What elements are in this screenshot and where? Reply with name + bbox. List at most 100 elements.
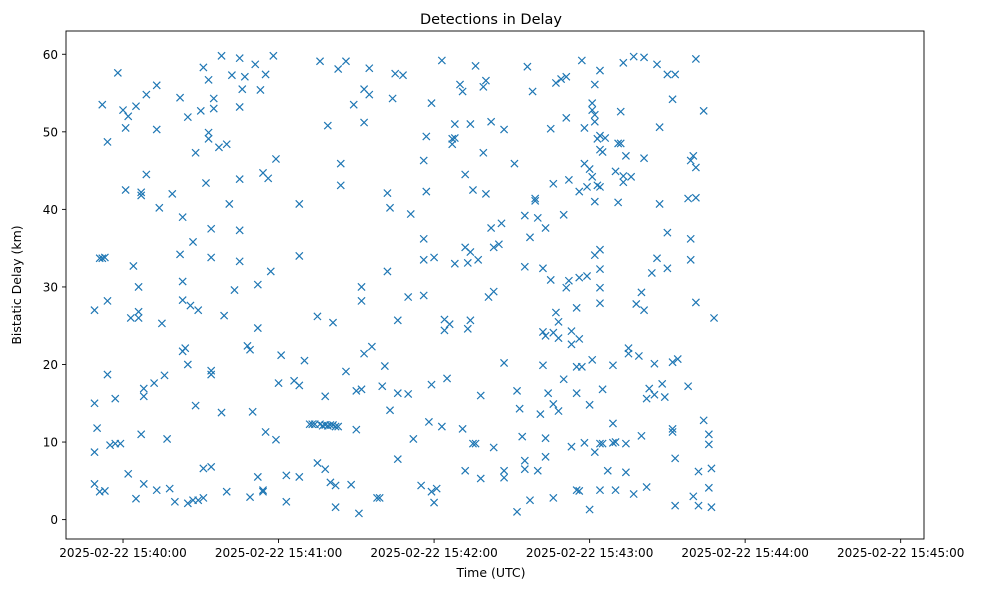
data-point-marker [463, 324, 472, 333]
data-point-marker [710, 313, 719, 322]
data-point-marker [582, 272, 592, 281]
data-point-marker [481, 76, 490, 85]
data-point-marker [419, 291, 428, 300]
data-point-marker [595, 66, 605, 75]
data-point-marker [510, 159, 519, 168]
data-point-marker [134, 307, 143, 316]
data-point-marker [246, 345, 255, 354]
data-point-marker [655, 123, 664, 132]
data-point-marker [323, 121, 332, 130]
data-point-marker [419, 156, 428, 165]
data-point-marker [601, 134, 610, 143]
data-point-marker [655, 199, 664, 208]
data-point-marker [207, 366, 216, 375]
data-point-marker [266, 267, 275, 276]
data-point-marker [271, 435, 280, 444]
data-point-marker [668, 427, 677, 436]
data-point-marker [621, 439, 630, 448]
data-point-marker [269, 51, 278, 60]
data-point-marker [515, 404, 524, 413]
data-point-marker [176, 93, 185, 102]
data-point-marker [445, 320, 454, 329]
data-point-marker [686, 234, 695, 243]
data-point-marker [336, 159, 345, 168]
data-point-marker [98, 100, 107, 109]
data-point-marker [525, 233, 535, 242]
data-point-marker [525, 496, 535, 505]
data-point-marker [300, 356, 309, 365]
data-point-marker [538, 264, 547, 273]
data-point-marker [595, 439, 605, 448]
y-tick-label: 20 [43, 358, 58, 372]
data-point-marker [437, 56, 446, 65]
data-point-marker [533, 213, 542, 222]
data-point-marker [468, 439, 477, 448]
data-point-marker [562, 113, 571, 122]
data-point-marker [585, 505, 594, 514]
data-point-marker [616, 107, 625, 116]
data-point-marker [567, 442, 576, 451]
data-point-marker [458, 87, 467, 96]
data-point-marker [222, 487, 231, 496]
data-point-marker [567, 327, 576, 336]
data-point-marker [111, 394, 120, 403]
y-tick-label: 10 [43, 436, 58, 450]
data-point-marker [331, 503, 340, 512]
data-point-marker [261, 427, 270, 436]
data-point-marker [160, 371, 169, 380]
data-point-marker [385, 406, 395, 415]
data-point-marker [647, 268, 656, 278]
data-point-marker [536, 410, 545, 419]
data-point-marker [274, 379, 283, 388]
data-point-marker [549, 493, 558, 502]
data-point-marker [430, 498, 439, 507]
data-point-marker [443, 374, 452, 383]
data-point-marker [634, 351, 643, 360]
data-point-marker [572, 303, 581, 312]
data-point-marker [246, 493, 255, 502]
data-point-marker [204, 128, 213, 137]
data-point-marker [549, 400, 558, 409]
data-point-marker [380, 362, 389, 371]
data-point-marker [593, 181, 602, 190]
data-point-marker [541, 331, 550, 340]
data-point-marker [588, 355, 597, 364]
data-point-marker [124, 469, 133, 478]
data-point-marker [637, 431, 646, 440]
data-point-marker [645, 384, 654, 393]
data-point-marker [489, 443, 498, 452]
data-point-marker [590, 448, 599, 457]
data-point-marker [500, 358, 509, 367]
data-point-marker [520, 262, 529, 271]
data-point-marker [422, 187, 431, 196]
data-point-marker [126, 313, 135, 322]
data-point-marker [590, 80, 599, 89]
data-point-marker [258, 486, 268, 495]
data-point-marker [90, 306, 99, 315]
data-point-marker [134, 313, 143, 322]
data-point-marker [113, 68, 122, 77]
data-point-marker [176, 250, 185, 259]
data-point-marker [331, 481, 340, 490]
data-point-marker [564, 175, 573, 184]
data-point-marker [194, 496, 203, 505]
data-point-marker [139, 384, 148, 393]
data-point-marker [240, 72, 249, 81]
data-point-marker [295, 472, 304, 481]
data-point-marker [500, 125, 509, 134]
data-point-marker [660, 393, 669, 402]
data-point-marker [619, 172, 628, 181]
data-point-marker [383, 267, 392, 276]
data-point-marker [352, 425, 361, 434]
data-point-marker [437, 422, 446, 431]
data-point-marker [575, 334, 584, 343]
data-point-marker [671, 501, 680, 510]
data-point-marker [103, 137, 112, 146]
data-point-marker [595, 486, 605, 495]
data-point-marker [458, 424, 467, 433]
data-point-marker [487, 223, 496, 233]
data-point-marker [90, 479, 99, 488]
x-tick-label: 2025-02-22 15:43:00 [526, 546, 653, 560]
data-point-marker [489, 243, 498, 252]
